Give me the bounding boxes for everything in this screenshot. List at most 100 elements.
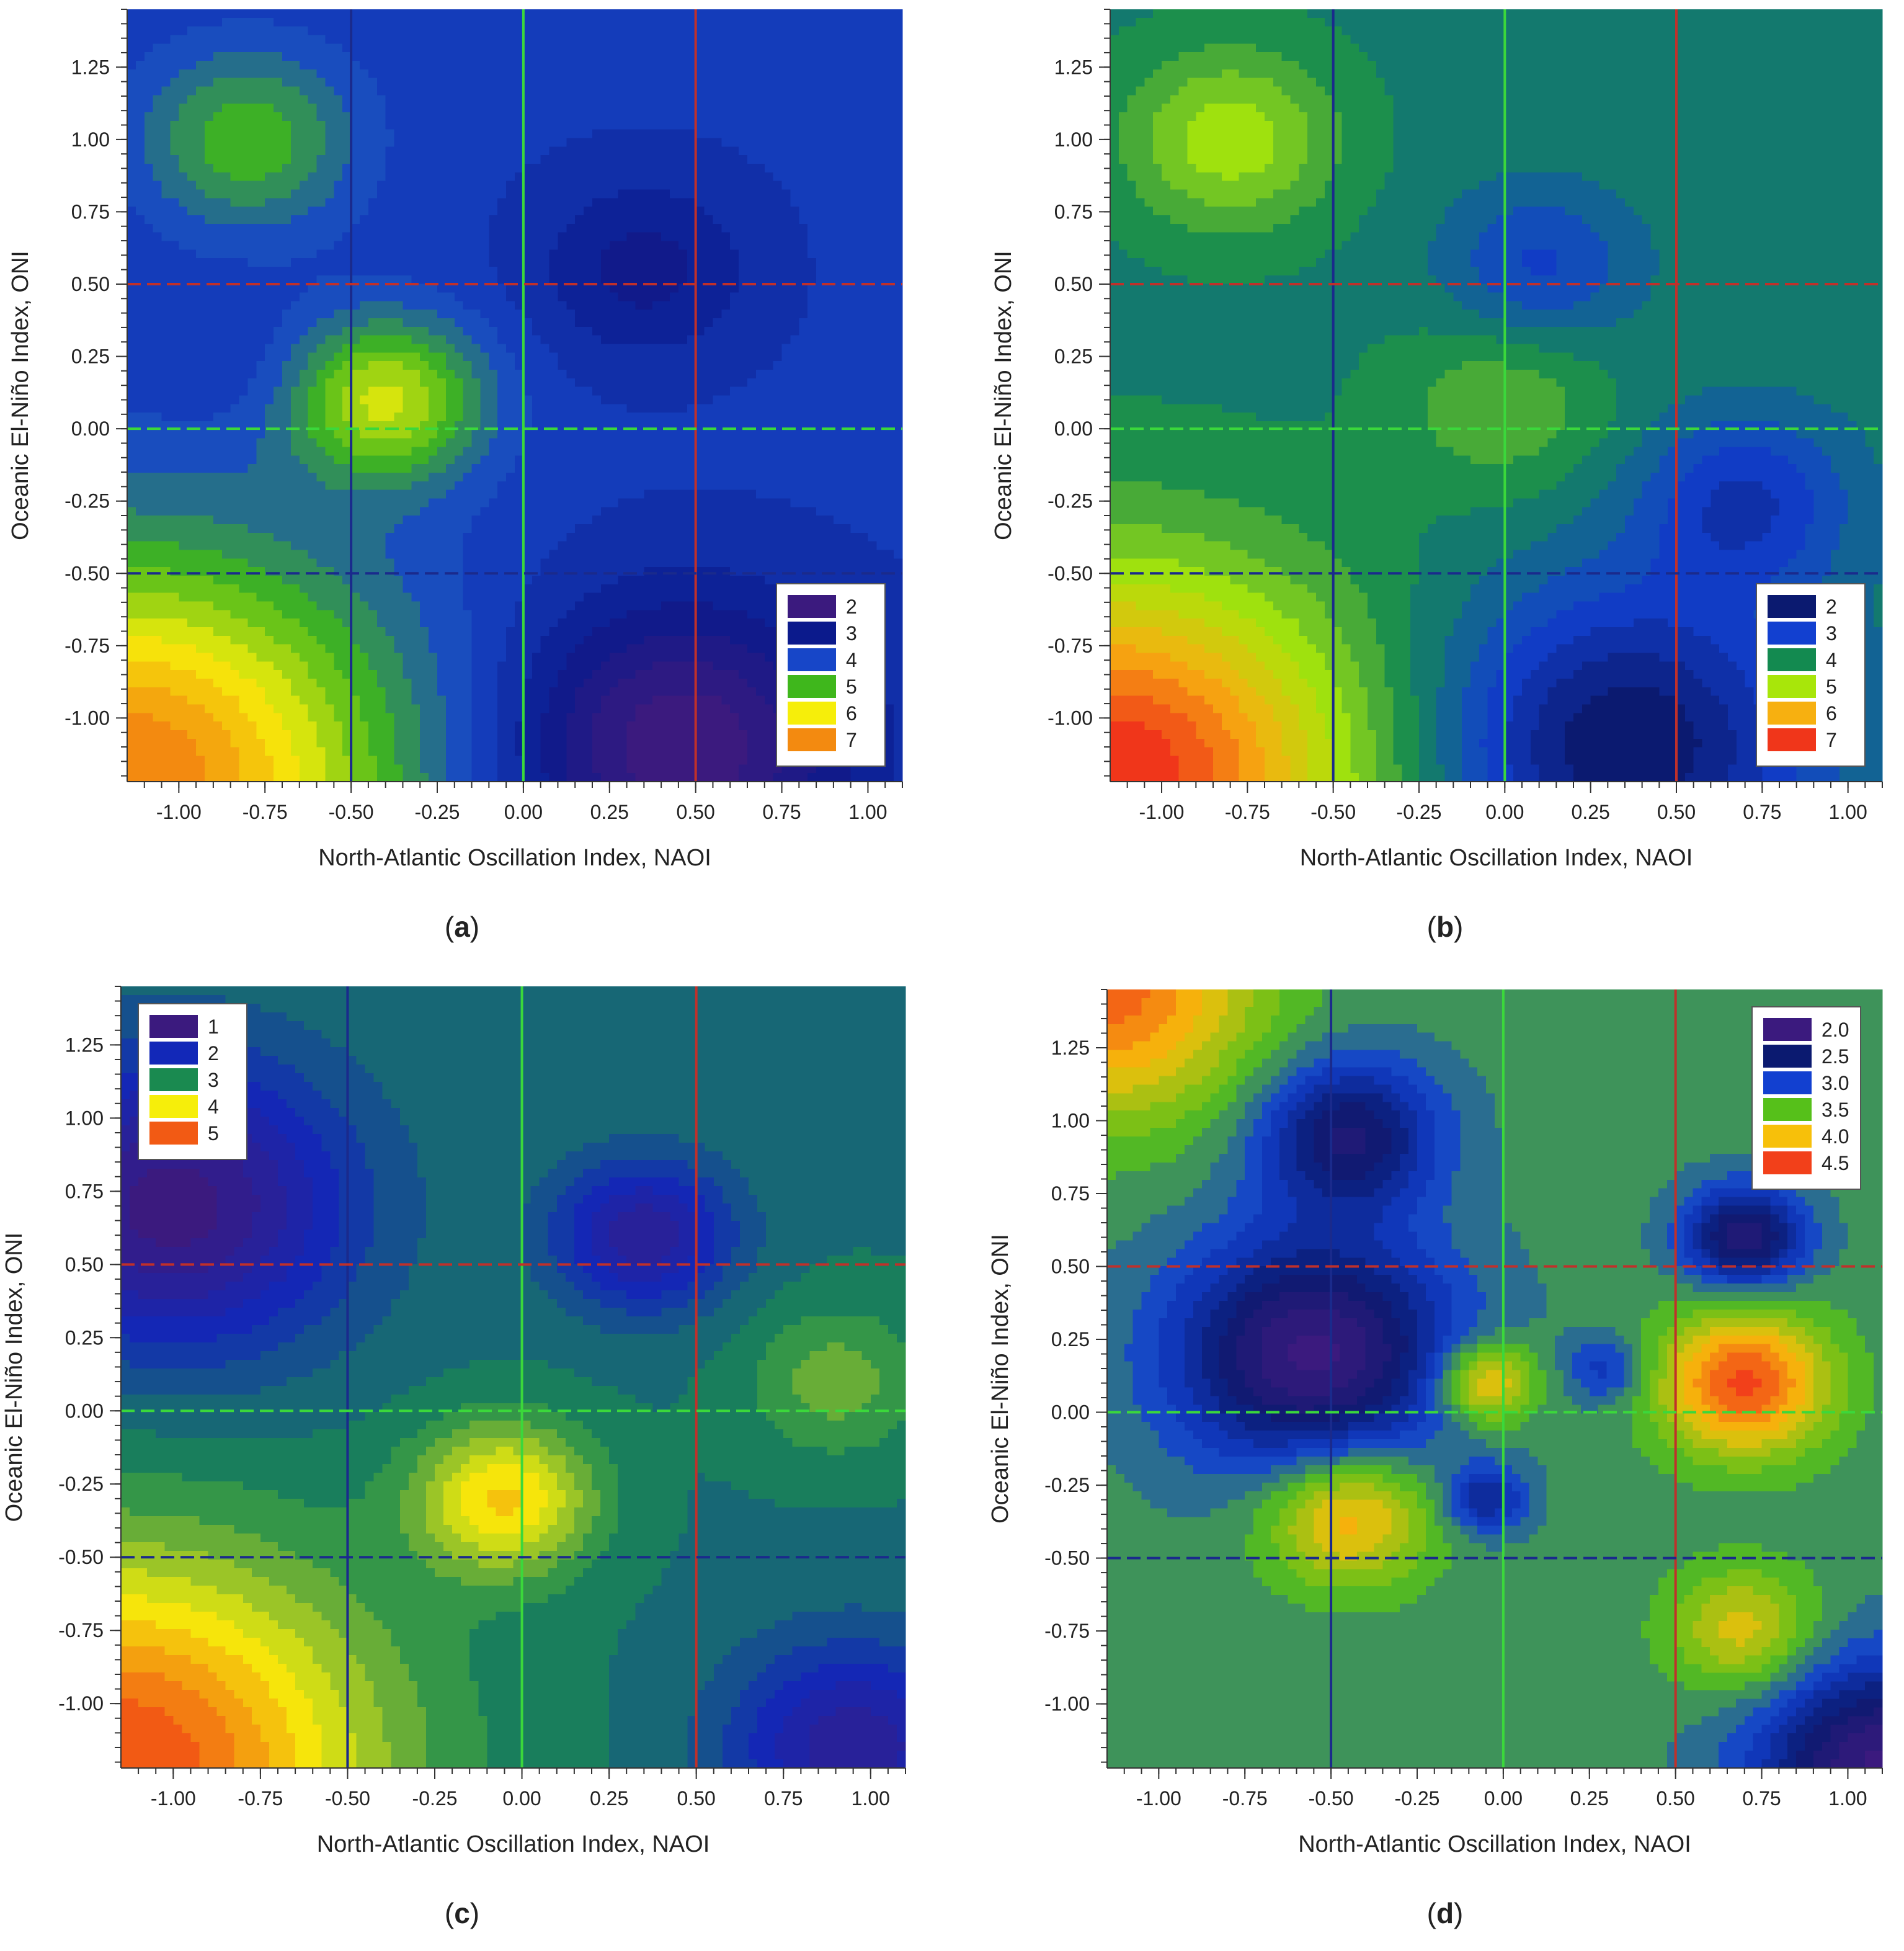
contour-cell	[506, 258, 515, 267]
contour-cell	[532, 9, 541, 19]
contour-cell	[471, 550, 481, 559]
contour-cell	[205, 404, 214, 413]
contour-cell	[394, 404, 404, 413]
contour-cell	[205, 223, 214, 233]
contour-cell	[463, 498, 473, 507]
contour-cell	[144, 370, 154, 379]
contour-cell	[256, 747, 265, 757]
contour-cell	[411, 223, 420, 233]
contour-cell	[506, 146, 515, 156]
contour-cell	[221, 481, 231, 491]
contour-cell	[274, 679, 283, 688]
contour-cell	[385, 473, 395, 482]
contour-cell	[170, 455, 179, 465]
contour-cell	[342, 86, 352, 96]
contour-cell	[411, 550, 420, 559]
contour-cell	[360, 567, 369, 576]
contour-cell	[308, 95, 318, 104]
contour-cell	[299, 146, 309, 156]
contour-cell	[153, 310, 162, 319]
contour-cell	[506, 635, 515, 645]
contour-cell	[429, 326, 438, 336]
contour-cell	[205, 679, 214, 688]
contour-cell	[489, 447, 498, 456]
contour-cell	[429, 730, 438, 739]
contour-cell	[489, 69, 498, 79]
contour-cell	[566, 155, 576, 164]
contour-cell	[213, 584, 223, 594]
contour-cell	[515, 370, 524, 379]
contour-cell	[515, 61, 524, 70]
contour-cell	[213, 61, 223, 70]
contour-cell	[411, 644, 420, 654]
contour-cell	[394, 95, 404, 104]
contour-cell	[429, 687, 438, 697]
contour-cell	[205, 310, 214, 319]
contour-cell	[239, 558, 249, 568]
contour-cell	[558, 352, 567, 362]
contour-cell	[489, 567, 498, 576]
contour-cell	[282, 26, 291, 36]
contour-cell	[153, 326, 162, 336]
contour-cell	[299, 26, 309, 36]
contour-cell	[316, 584, 326, 594]
contour-cell	[308, 576, 318, 585]
contour-cell	[368, 404, 378, 413]
contour-cell	[230, 232, 240, 242]
contour-cell	[403, 155, 412, 164]
contour-cell	[170, 764, 179, 774]
contour-cell	[325, 344, 334, 353]
contour-cell	[239, 404, 249, 413]
contour-cell	[265, 207, 274, 216]
contour-cell	[575, 764, 584, 774]
contour-cell	[411, 267, 420, 276]
contour-cell	[420, 112, 429, 122]
contour-cell	[274, 747, 283, 757]
contour-cell	[274, 584, 283, 594]
contour-cell	[515, 292, 524, 301]
contour-cell	[480, 26, 489, 36]
contour-cell	[135, 207, 145, 216]
contour-cell	[187, 713, 197, 722]
contour-cell	[274, 567, 283, 576]
contour-cell	[290, 438, 300, 448]
contour-cell	[247, 747, 257, 757]
contour-cell	[515, 618, 524, 628]
contour-cell	[454, 550, 464, 559]
contour-cell	[523, 413, 533, 422]
contour-cell	[161, 352, 171, 362]
contour-cell	[127, 249, 136, 259]
contour-cell	[299, 138, 309, 147]
contour-cell	[179, 601, 188, 610]
contour-cell	[239, 249, 249, 259]
contour-cell	[515, 318, 524, 328]
contour-cell	[523, 112, 533, 122]
contour-cell	[411, 258, 420, 267]
contour-cell	[196, 164, 205, 173]
contour-cell	[274, 576, 283, 585]
contour-cell	[454, 730, 464, 739]
contour-cell	[429, 532, 438, 542]
contour-cell	[376, 721, 386, 731]
contour-cell	[437, 661, 447, 671]
contour-cell	[308, 275, 318, 285]
contour-cell	[600, 78, 610, 87]
contour-cell	[463, 69, 473, 79]
contour-cell	[566, 507, 576, 516]
contour-cell	[290, 704, 300, 713]
contour-cell	[497, 738, 507, 748]
contour-cell	[437, 26, 447, 36]
contour-cell	[445, 326, 455, 336]
contour-cell	[540, 747, 550, 757]
contour-cell	[299, 653, 309, 662]
contour-cell	[549, 532, 559, 542]
contour-cell	[454, 198, 464, 207]
contour-cell	[523, 164, 533, 173]
contour-cell	[290, 267, 300, 276]
contour-cell	[351, 438, 360, 448]
contour-cell	[566, 756, 576, 765]
contour-cell	[161, 283, 171, 293]
contour-cell	[540, 9, 550, 19]
contour-cell	[299, 361, 309, 370]
contour-cell	[515, 429, 524, 439]
